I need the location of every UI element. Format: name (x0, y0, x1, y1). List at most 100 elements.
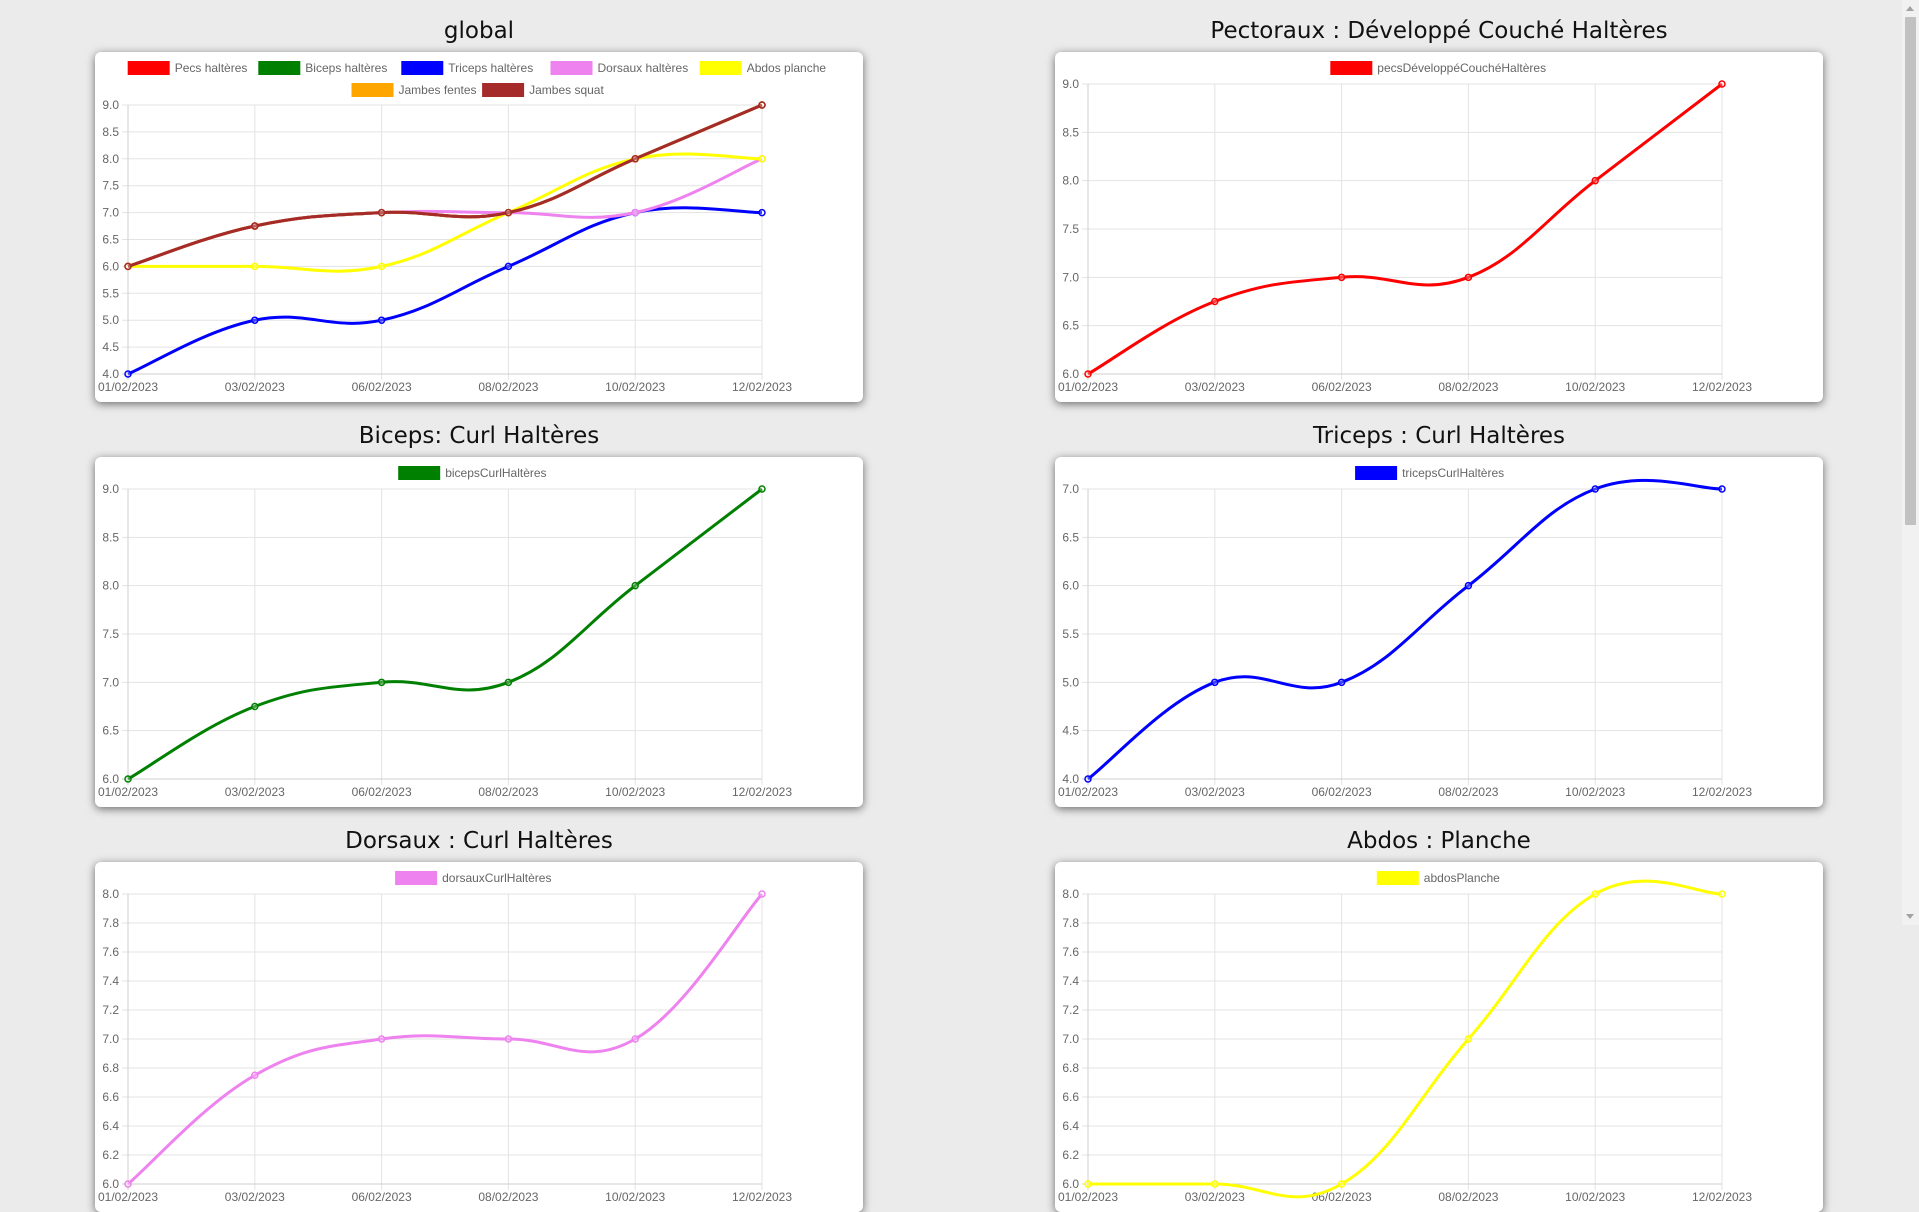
legend-item[interactable]: Pecs haltères (127, 61, 248, 75)
chart-card: tricepsCurlHaltères 4.0 4.5 5.0 5.5 6.0 6.5 7.0… (1055, 457, 1823, 807)
series (1084, 80, 1726, 378)
legend-label: Biceps haltères (305, 61, 387, 75)
series-line (127, 152, 763, 273)
y-tick-label: 7.0 (1062, 270, 1079, 284)
data-point (377, 1035, 386, 1043)
legend-item[interactable]: tricepsCurlHaltères (1355, 466, 1504, 480)
series (1084, 478, 1726, 783)
y-tick-label: 6.4 (102, 1119, 119, 1133)
chart-legend: dorsauxCurlHaltères (395, 871, 551, 885)
chart-grid (122, 104, 763, 380)
x-tick-label: 12/02/2023 (1692, 380, 1752, 394)
data-point (504, 678, 513, 687)
y-tick-label: 8.0 (102, 887, 119, 901)
data-point (1718, 485, 1726, 493)
legend-label: Jambes fentes (399, 83, 477, 97)
chart-panel-triceps: Triceps : Curl Haltères tricepsCurlHaltè… (1055, 411, 1823, 807)
y-tick-label: 6.0 (1062, 367, 1079, 381)
series (124, 101, 766, 271)
chart-legend: pecsDéveloppéCouchéHaltères (1330, 61, 1546, 75)
x-tick-label: 03/02/2023 (225, 1190, 285, 1204)
legend-item[interactable]: Jambes squat (482, 83, 604, 97)
chart-legend: tricepsCurlHaltères (1355, 466, 1504, 480)
scroll-up-arrow-icon[interactable] (1906, 6, 1914, 11)
y-tick-label: 7.4 (1062, 974, 1079, 988)
data-point (758, 485, 766, 493)
data-point (251, 1071, 259, 1079)
data-point (251, 222, 259, 230)
chart-panel-abdos: Abdos : Planche abdosPlanche 6.0 6.2 6.4 6.6… (1055, 816, 1823, 1212)
y-tick-label: 6.4 (1062, 1119, 1079, 1133)
data-point (1337, 678, 1346, 687)
page-scrollbar[interactable] (1902, 0, 1919, 925)
x-tick-label: 08/02/2023 (478, 785, 538, 799)
legend-label: pecsDéveloppéCouchéHaltères (1377, 61, 1546, 75)
chart-grid (122, 893, 763, 1190)
legend-item[interactable]: bicepsCurlHaltères (398, 466, 547, 480)
series (124, 206, 766, 378)
data-point (124, 775, 132, 783)
y-tick-label: 5.0 (102, 313, 119, 327)
x-tick-label: 12/02/2023 (732, 785, 792, 799)
x-tick-label: 06/02/2023 (352, 1190, 412, 1204)
legend-label: abdosPlanche (1424, 871, 1500, 885)
chart-grid (1082, 893, 1723, 1190)
chart-title: Triceps : Curl Haltères (1312, 423, 1566, 449)
chart-grid (1082, 488, 1723, 785)
data-point (251, 316, 259, 324)
data-point (1718, 80, 1726, 88)
series-line (1087, 478, 1723, 781)
legend-item[interactable]: Triceps haltères (401, 61, 533, 75)
scroll-down-arrow-icon[interactable] (1906, 914, 1914, 919)
legend-item[interactable]: abdosPlanche (1376, 871, 1500, 885)
legend-item[interactable]: Jambes fentes (351, 83, 477, 97)
y-tick-label: 4.5 (102, 340, 119, 354)
y-tick-label: 6.8 (1062, 1061, 1079, 1075)
x-tick-label: 12/02/2023 (732, 1190, 792, 1204)
x-tick-label: 10/02/2023 (605, 380, 665, 394)
legend-swatch (482, 83, 525, 97)
chart-panel-pecs: Pectoraux : Développé Couché Haltères pe… (1055, 6, 1823, 402)
y-tick-label: 7.8 (1062, 916, 1079, 930)
x-tick-label: 08/02/2023 (1438, 1190, 1498, 1204)
scrollbar-thumb[interactable] (1905, 17, 1916, 525)
series-line (127, 206, 763, 376)
y-tick-label: 8.5 (102, 530, 119, 544)
chart-abdos: abdosPlanche 6.0 6.2 6.4 6.6 6.8 7.0 7.2 7.4 7.6 7… (1058, 871, 1752, 1204)
legend-item[interactable]: Abdos planche (699, 61, 827, 75)
legend-item[interactable]: Dorsaux haltères (550, 61, 689, 75)
legend-swatch (550, 61, 593, 75)
legend-item[interactable]: pecsDéveloppéCouchéHaltères (1330, 61, 1546, 75)
chart-card: abdosPlanche 6.0 6.2 6.4 6.6 6.8 7.0 7.2 7.4 7.6 7… (1055, 862, 1823, 1212)
legend-swatch (351, 83, 394, 97)
y-tick-label: 8.0 (1062, 887, 1079, 901)
legend-item[interactable]: dorsauxCurlHaltères (395, 871, 551, 885)
data-point (377, 678, 386, 687)
legend-item[interactable]: Biceps haltères (258, 61, 387, 75)
legend-swatch (258, 61, 301, 75)
chart-card: Pecs haltères Biceps haltères Triceps halt… (95, 52, 863, 402)
y-tick-label: 7.0 (1062, 482, 1079, 496)
x-tick-label: 10/02/2023 (1565, 380, 1625, 394)
x-tick-label: 01/02/2023 (1058, 380, 1118, 394)
data-point (124, 370, 132, 378)
y-tick-label: 5.5 (102, 286, 119, 300)
x-tick-label: 01/02/2023 (98, 785, 158, 799)
legend-label: Jambes squat (529, 83, 604, 97)
y-tick-label: 6.0 (1062, 579, 1079, 593)
chart-panel-dorsaux: Dorsaux : Curl Haltères dorsauxCurlHaltè… (95, 816, 863, 1212)
series-line (1087, 82, 1723, 376)
data-point (1591, 176, 1599, 185)
legend-label: Pecs haltères (175, 61, 248, 75)
y-tick-label: 5.5 (1062, 627, 1079, 641)
y-tick-label: 6.0 (102, 259, 119, 273)
data-point (758, 890, 766, 898)
x-tick-label: 08/02/2023 (1438, 380, 1498, 394)
x-tick-label: 10/02/2023 (605, 1190, 665, 1204)
x-tick-label: 01/02/2023 (98, 380, 158, 394)
y-tick-label: 4.0 (102, 367, 119, 381)
data-point (1591, 890, 1599, 898)
x-tick-label: 06/02/2023 (1312, 785, 1372, 799)
legend-swatch (395, 871, 438, 885)
y-tick-label: 7.6 (1062, 945, 1079, 959)
